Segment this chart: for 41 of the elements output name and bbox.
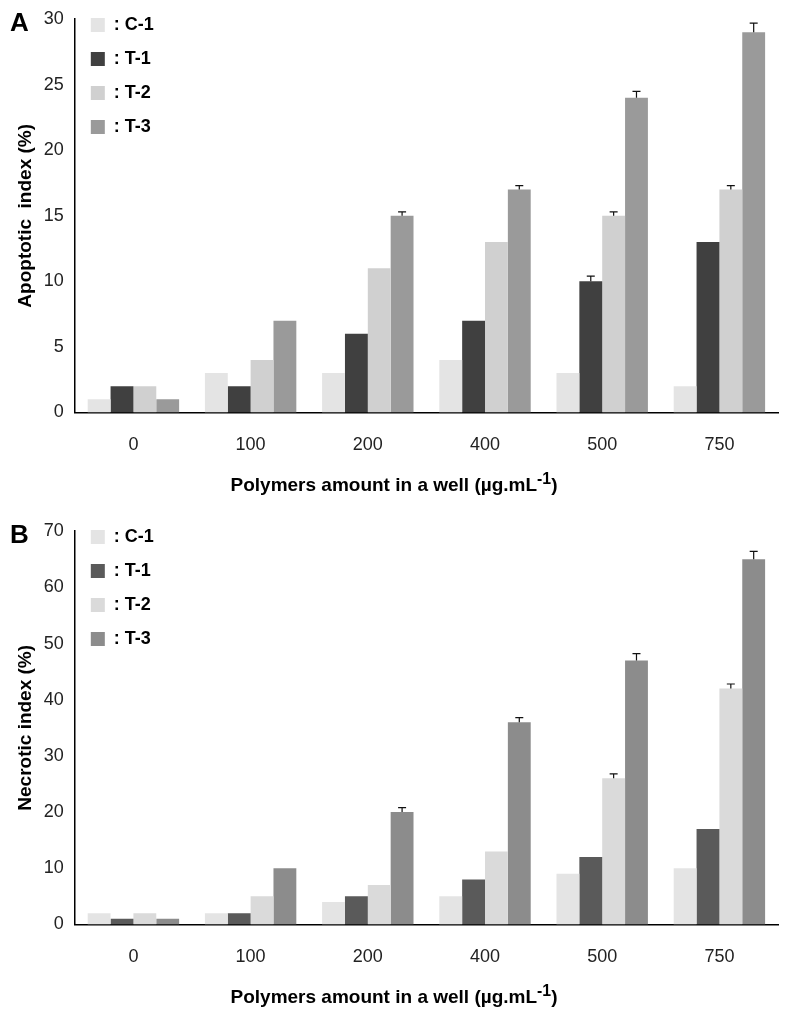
legend-label: : T-2 [113,593,151,614]
x-tick-label: 500 [587,434,618,455]
legend-label: : T-1 [113,47,151,68]
x-tick-label: 750 [704,946,735,967]
x-tick-label: 0 [128,946,139,967]
legend-label: : C-1 [113,525,154,546]
legend-label: : T-2 [113,81,151,102]
legend-label: : C-1 [113,13,154,34]
y-axis-title: Necrotic index (%) [13,644,35,811]
y-tick-label: 10 [43,857,64,878]
y-tick-label: 0 [53,401,64,422]
y-tick-label: 30 [43,8,64,29]
y-tick-label: 20 [43,801,64,822]
x-tick-label: 0 [128,434,139,455]
chart-title: A [10,6,29,37]
y-tick-label: 20 [43,139,64,160]
x-axis-title: Polymers amount in a well (µg.mL$^{-1}$) [229,982,559,1009]
x-tick-label: 400 [469,434,501,455]
legend-label: : T-1 [113,559,151,580]
chart-title: B [10,518,29,549]
x-tick-label: 500 [587,946,618,967]
y-axis-title: Apoptotic index (%) [13,123,35,308]
y-tick-label: 30 [43,744,64,765]
x-tick-label: 750 [704,434,735,455]
x-axis-title: Polymers amount in a well (µg.mL$^{-1}$) [229,470,559,497]
y-tick-label: 15 [43,204,64,225]
x-tick-label: 100 [235,946,266,967]
x-tick-label: 400 [469,946,501,967]
y-tick-label: 0 [53,913,64,934]
legend-label: : T-3 [113,115,151,136]
x-tick-label: 200 [352,946,383,967]
x-tick-label: 100 [235,434,266,455]
legend-label: : T-3 [113,627,151,648]
y-tick-label: 70 [43,520,64,541]
y-tick-label: 5 [53,335,64,356]
y-tick-label: 25 [43,73,64,94]
y-tick-label: 60 [43,576,64,597]
y-tick-label: 10 [43,270,64,291]
x-tick-label: 200 [352,434,383,455]
y-tick-label: 50 [43,632,64,653]
y-tick-label: 40 [43,688,64,709]
